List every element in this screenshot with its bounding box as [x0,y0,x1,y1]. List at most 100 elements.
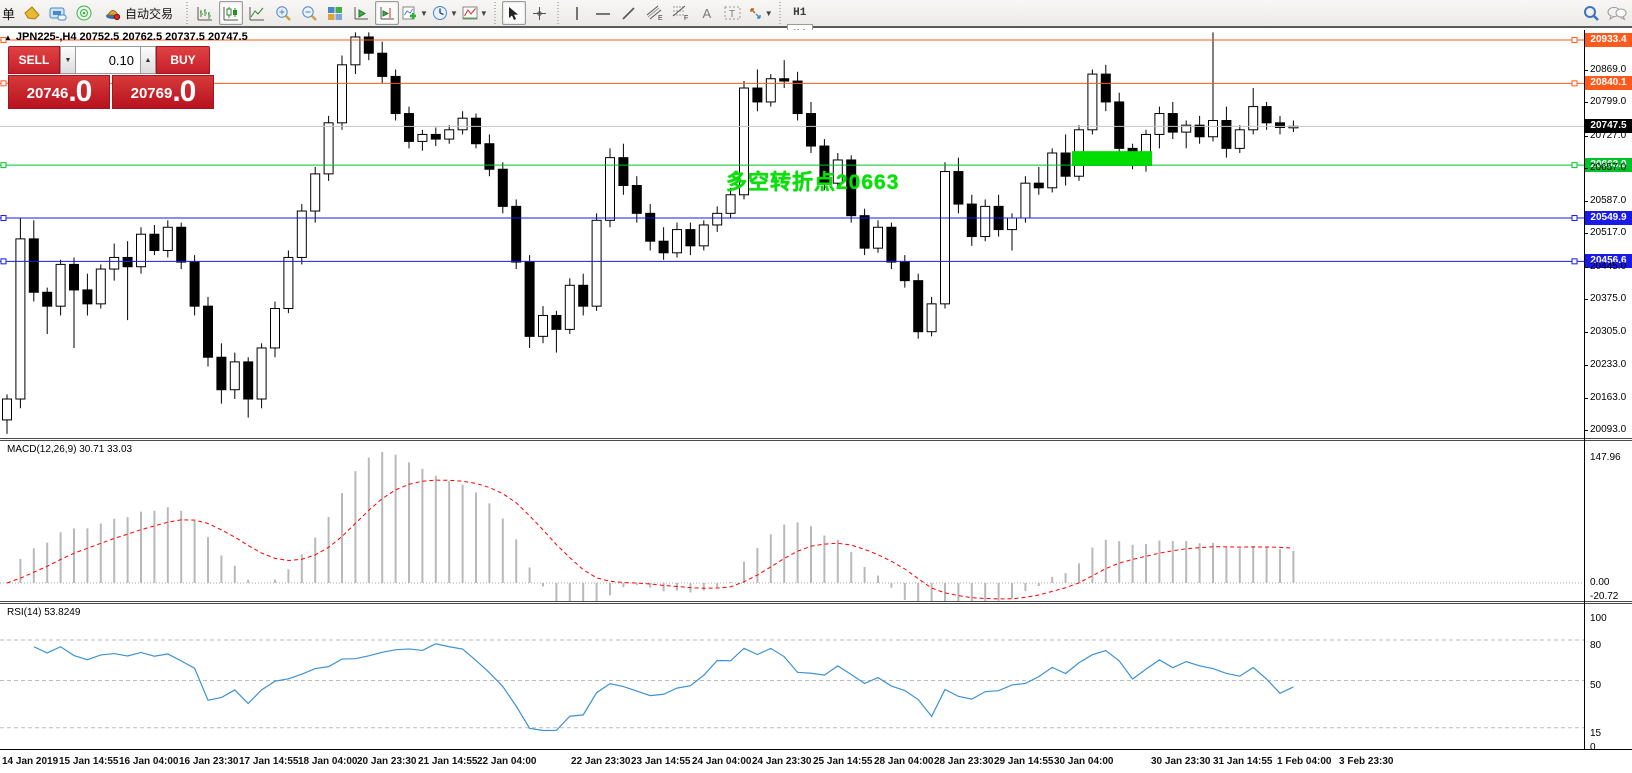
horizontal-line-tool-icon[interactable] [591,1,615,25]
candle-body[interactable] [712,212,723,226]
line-chart-icon[interactable] [245,1,269,25]
candle-body[interactable] [270,307,280,349]
candle-body[interactable] [926,303,937,333]
tile-windows-icon[interactable] [323,1,347,25]
candle-body[interactable] [980,205,991,238]
macd-signal-line[interactable] [6,479,1294,600]
candle-body[interactable] [310,173,321,212]
candle-body[interactable] [1020,182,1031,219]
search-icon[interactable] [1579,1,1603,25]
line-handle[interactable] [1571,80,1578,87]
candle-body[interactable] [551,314,562,330]
candle-body[interactable] [350,36,361,66]
candle-body[interactable] [1181,124,1192,133]
equidistant-channel-tool-icon[interactable]: E [643,1,667,25]
rsi-pane[interactable] [0,604,1584,749]
cursor-icon[interactable] [501,1,526,25]
line-handle[interactable] [1571,215,1578,222]
autotrading-button[interactable]: 自动交易 [98,1,180,25]
volume-increase-button[interactable]: ▲ [140,46,156,74]
candle-body[interactable] [28,238,39,293]
autoscroll-icon[interactable] [349,1,373,25]
candle-body[interactable] [82,289,93,305]
line-handle[interactable] [0,80,7,87]
periods-button[interactable]: ▼ [431,1,459,25]
candle-body[interactable] [55,263,66,307]
chart-shift-icon[interactable] [375,1,400,25]
candle-body[interactable] [216,356,227,391]
line-handle[interactable] [1571,37,1578,44]
candle-body[interactable] [42,291,53,307]
candle-body[interactable] [779,78,790,82]
line-handle[interactable] [0,162,7,169]
buy-button[interactable]: BUY [156,46,210,74]
candle-body[interactable] [1234,129,1245,149]
candle-body[interactable] [873,226,883,249]
candle-body[interactable] [256,347,267,400]
candle-body[interactable] [591,219,602,307]
signals-icon[interactable] [72,1,96,25]
candle-body[interactable] [363,36,374,54]
candle-body[interactable] [1047,152,1058,189]
candle-body[interactable] [966,203,977,238]
volume-input[interactable] [76,46,140,74]
candle-body[interactable] [511,205,522,263]
candle-body[interactable] [430,133,441,140]
candle-body[interactable] [940,171,950,305]
candle-body[interactable] [377,52,388,77]
line-handle[interactable] [0,258,7,265]
fibonacci-tool-icon[interactable]: F [669,1,693,25]
chart-area[interactable]: ▲ JPN225-,H4 20752.5 20762.5 20737.5 207… [0,30,1632,773]
pane-separator[interactable] [0,601,1632,604]
rsi-line[interactable] [33,643,1294,732]
community-icon[interactable] [46,1,70,25]
label-tool-icon[interactable]: T [721,1,745,25]
volume-decrease-button[interactable]: ▼ [60,46,76,74]
candle-body[interactable] [122,256,133,268]
chart-marker-icon[interactable]: ▲ [4,32,12,42]
candle-body[interactable] [605,157,615,221]
candle-body[interactable] [109,256,120,270]
bar-chart-icon[interactable] [193,1,217,25]
candle-body[interactable] [1060,152,1071,177]
candle-body[interactable] [752,87,763,103]
candle-body[interactable] [765,78,776,103]
vertical-line-tool-icon[interactable] [565,1,589,25]
buy-price[interactable]: 20769.0 [112,75,214,109]
candle-body[interactable] [162,226,173,251]
candle-body[interactable] [243,361,254,400]
candle-body[interactable] [913,280,924,333]
candle-body[interactable] [497,168,508,207]
candle-body[interactable] [658,240,669,254]
gold-icon[interactable] [20,1,44,25]
arrows-tool-button[interactable]: ▼ [747,1,774,25]
candle-body[interactable] [725,194,736,214]
candle-body[interactable] [203,305,213,358]
candle-body[interactable] [95,268,106,305]
sell-button[interactable]: SELL [8,46,60,74]
candle-body[interactable] [283,256,294,309]
candle-body[interactable] [457,117,468,131]
candle-body[interactable] [296,210,307,258]
price-pane[interactable] [0,30,1584,438]
candle-body[interactable] [672,229,682,254]
candle-body[interactable] [1221,120,1232,149]
candle-body[interactable] [323,122,334,175]
candle-body[interactable] [618,157,629,186]
candle-body[interactable] [1100,73,1111,103]
candle-body[interactable] [337,64,347,124]
candle-body[interactable] [1261,106,1272,124]
candle-body[interactable] [1208,120,1218,138]
highlight-zone[interactable] [1072,151,1152,166]
candle-body[interactable] [524,261,535,337]
candle-body[interactable] [404,113,414,142]
candle-body[interactable] [1167,113,1178,133]
candle-body[interactable] [69,263,79,291]
chat-icon[interactable] [1605,1,1629,25]
candle-body[interactable] [176,226,187,263]
candle-body[interactable] [792,80,803,115]
candle-body[interactable] [1154,113,1165,135]
crosshair-icon[interactable] [528,1,552,25]
macd-pane[interactable] [0,441,1584,601]
candle-body[interactable] [685,229,696,247]
